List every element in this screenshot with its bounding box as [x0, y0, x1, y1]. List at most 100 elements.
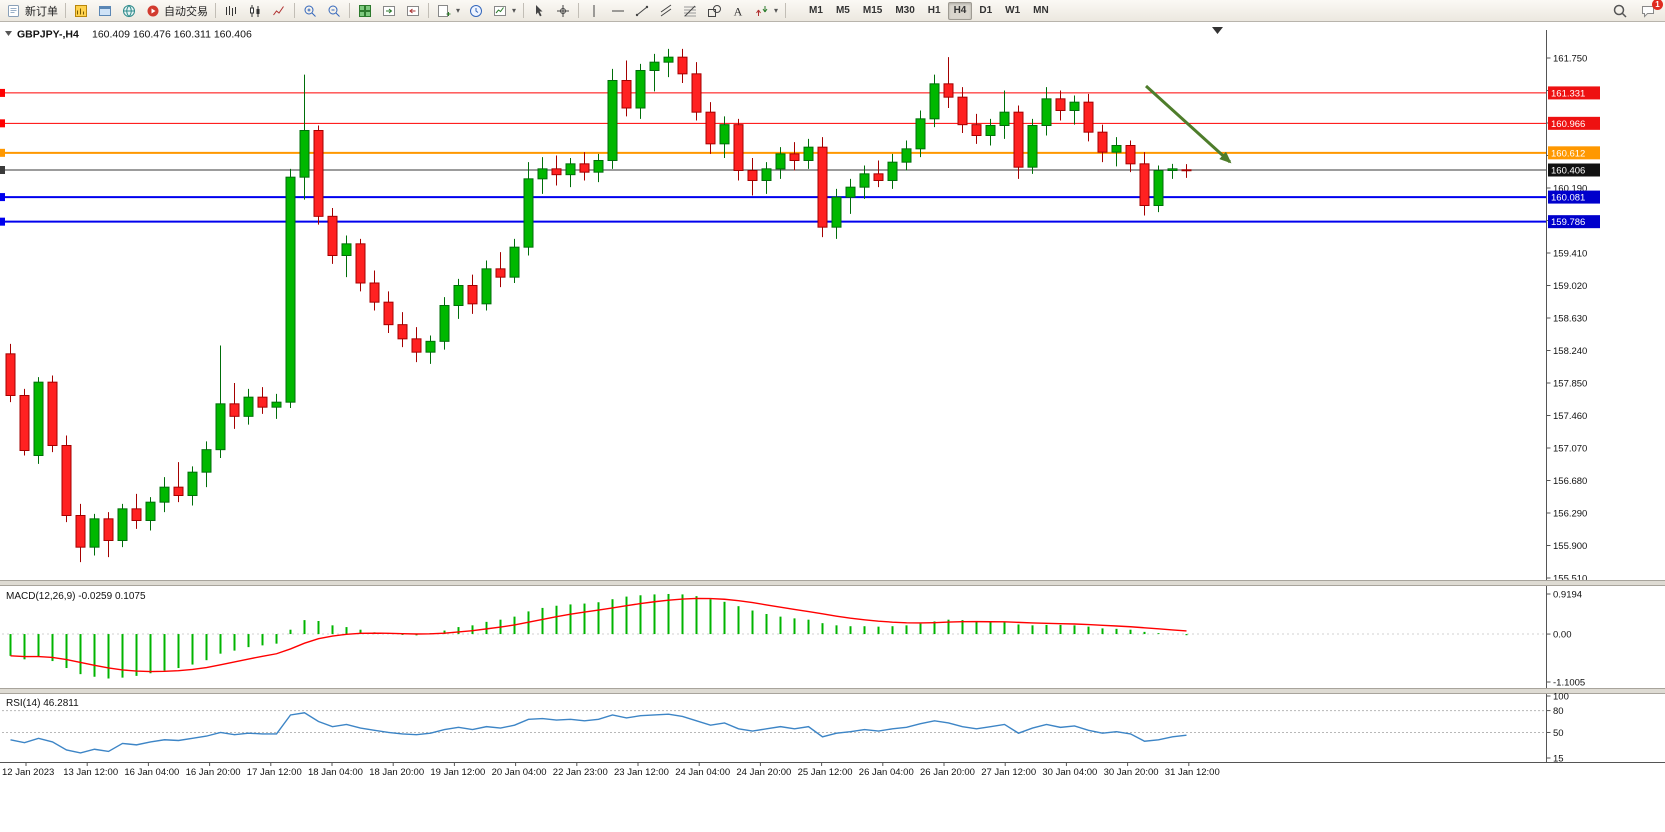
pivot-line-orange[interactable]: [0, 148, 1546, 157]
zoom-out-icon[interactable]: [322, 1, 346, 21]
candle-body: [243, 396, 254, 417]
chart-window[interactable]: 161.750161.360160.970160.580160.190159.8…: [0, 22, 1665, 832]
candle-body: [733, 124, 744, 171]
candle-body: [1153, 169, 1164, 206]
period-converter-icon[interactable]: [464, 1, 488, 21]
autotrading-button[interactable]: 自动交易: [141, 1, 212, 21]
candle-body: [635, 69, 646, 109]
new-order-dropdown[interactable]: ▾: [432, 1, 464, 21]
auto-scroll-icon[interactable]: [377, 1, 401, 21]
toolbar-separator: [578, 3, 580, 18]
profiles-icon[interactable]: [93, 1, 117, 21]
cursor-tool-icon[interactable]: [527, 1, 551, 21]
arrows-tool-icon[interactable]: ▾: [750, 1, 782, 21]
candle-body: [579, 163, 590, 173]
separator-macd-rsi[interactable]: [0, 688, 1665, 694]
indicators-list-icon[interactable]: ▾: [488, 1, 520, 21]
shapes-tool-icon-glyph: [708, 4, 722, 17]
community-icon[interactable]: [117, 1, 141, 21]
timeframe-h1[interactable]: H1: [922, 2, 947, 20]
tile-windows-icon[interactable]: [353, 1, 377, 21]
chart-shift-icon[interactable]: [401, 1, 425, 21]
timeframe-h4[interactable]: H4: [947, 1, 973, 20]
support-line-2-price-tag[interactable]: 159.786: [1548, 215, 1600, 229]
community-icon-glyph: [123, 4, 135, 17]
vertical-line-tool-icon-glyph: [593, 4, 595, 17]
new-chart-icon-glyph: [75, 4, 87, 17]
pivot-line-orange-price-tag[interactable]: 160.612: [1548, 146, 1600, 160]
horizontal-line-tool-icon[interactable]: [606, 1, 630, 21]
support-line-1-price-tag[interactable]: 160.081: [1548, 190, 1600, 204]
line-chart-icon[interactable]: [267, 1, 291, 21]
resistance-line-2-price-tag[interactable]: 160.966: [1548, 116, 1600, 130]
chart-shift-marker[interactable]: [1212, 27, 1223, 34]
resistance-line-1[interactable]: [0, 88, 1546, 97]
rsi-scale-label: 50: [1553, 728, 1564, 739]
candlestick-chart-icon[interactable]: [243, 1, 267, 21]
chart-menu-icon[interactable]: [5, 31, 12, 36]
price-tick-label: 155.900: [1553, 541, 1587, 552]
candle-body: [1041, 98, 1052, 126]
separator-main-macd[interactable]: [0, 580, 1665, 586]
price-tick-label: 155.510: [1553, 573, 1587, 584]
new-order-button[interactable]: 新订单: [2, 1, 62, 21]
text-tool-icon[interactable]: A: [726, 1, 750, 21]
crosshair-tool-icon[interactable]: [551, 1, 575, 21]
chart-plot-area[interactable]: [2, 30, 1546, 578]
fibonacci-tool-icon[interactable]: [678, 1, 702, 21]
trendline-tool-icon[interactable]: [630, 1, 654, 21]
time-tick-label: 16 Jan 20:00: [186, 767, 241, 778]
time-axis[interactable]: 12 Jan 2023 13 Jan 12:00 16 Jan 04:00 16 Ja…: [0, 762, 1665, 779]
bar-chart-icon-glyph: [226, 5, 236, 16]
candle-body: [1111, 144, 1122, 153]
chart-title: GBPJPY-,H4: [17, 29, 79, 41]
candle-body: [845, 186, 856, 198]
price-tag-label: 161.331: [1551, 88, 1585, 99]
support-line-2[interactable]: [0, 217, 1546, 226]
shapes-tool-icon[interactable]: [702, 1, 726, 21]
candle-body: [985, 124, 996, 136]
timeframe-m1[interactable]: M1: [803, 2, 829, 20]
bar-chart-icon[interactable]: [219, 1, 243, 21]
time-tick-label: 12 Jan 2023: [2, 767, 54, 778]
timeframe-m15[interactable]: M15: [857, 2, 888, 20]
candle-body: [117, 508, 128, 541]
channel-tool-icon[interactable]: [654, 1, 678, 21]
arrows-tool-icon-glyph: [756, 5, 768, 16]
candle-body: [943, 83, 954, 98]
price-tag-label: 160.406: [1551, 165, 1585, 176]
vertical-line-tool-icon[interactable]: [582, 1, 606, 21]
time-tick-label: 18 Jan 04:00: [308, 767, 363, 778]
candle-body: [187, 471, 198, 496]
price-axis[interactable]: 161.750161.360160.970160.580160.190159.8…: [1546, 30, 1601, 762]
search-icon[interactable]: [1608, 1, 1632, 21]
candle-body: [761, 168, 772, 181]
down-trend-arrow[interactable]: [1144, 84, 1232, 164]
new-chart-icon[interactable]: [69, 1, 93, 21]
candle-body: [257, 396, 268, 408]
timeframe-d1[interactable]: D1: [973, 2, 998, 20]
candle-body: [705, 111, 716, 145]
support-line-1[interactable]: [0, 193, 1546, 202]
candle-body: [355, 243, 366, 284]
autotrading-button-icon: [147, 5, 159, 16]
resistance-line-1-price-tag[interactable]: 161.331: [1548, 86, 1600, 100]
timeframe-m30[interactable]: M30: [889, 2, 920, 20]
timeframe-m5[interactable]: M5: [830, 2, 856, 20]
time-tick-label: 22 Jan 23:00: [553, 767, 608, 778]
timeframe-mn[interactable]: MN: [1027, 2, 1055, 20]
timeframe-group: M1 M5 M15 M30 H1 H4 D1 W1 MN: [803, 1, 1055, 20]
current-price-line[interactable]: [0, 165, 1546, 174]
current-price-line-price-tag[interactable]: 160.406: [1548, 163, 1600, 177]
candle-body: [929, 83, 940, 120]
chat-icon[interactable]: 1: [1636, 0, 1663, 21]
zoom-in-icon[interactable]: [298, 1, 322, 21]
candle-body: [411, 338, 422, 353]
candle-body: [33, 381, 44, 456]
timeframe-w1[interactable]: W1: [999, 2, 1026, 20]
toolbar-separator: [523, 3, 525, 18]
candle-body: [719, 124, 730, 145]
resistance-line-2[interactable]: [0, 119, 1546, 128]
tile-windows-icon-glyph: [359, 4, 371, 17]
price-tick-label: 159.020: [1553, 281, 1587, 292]
